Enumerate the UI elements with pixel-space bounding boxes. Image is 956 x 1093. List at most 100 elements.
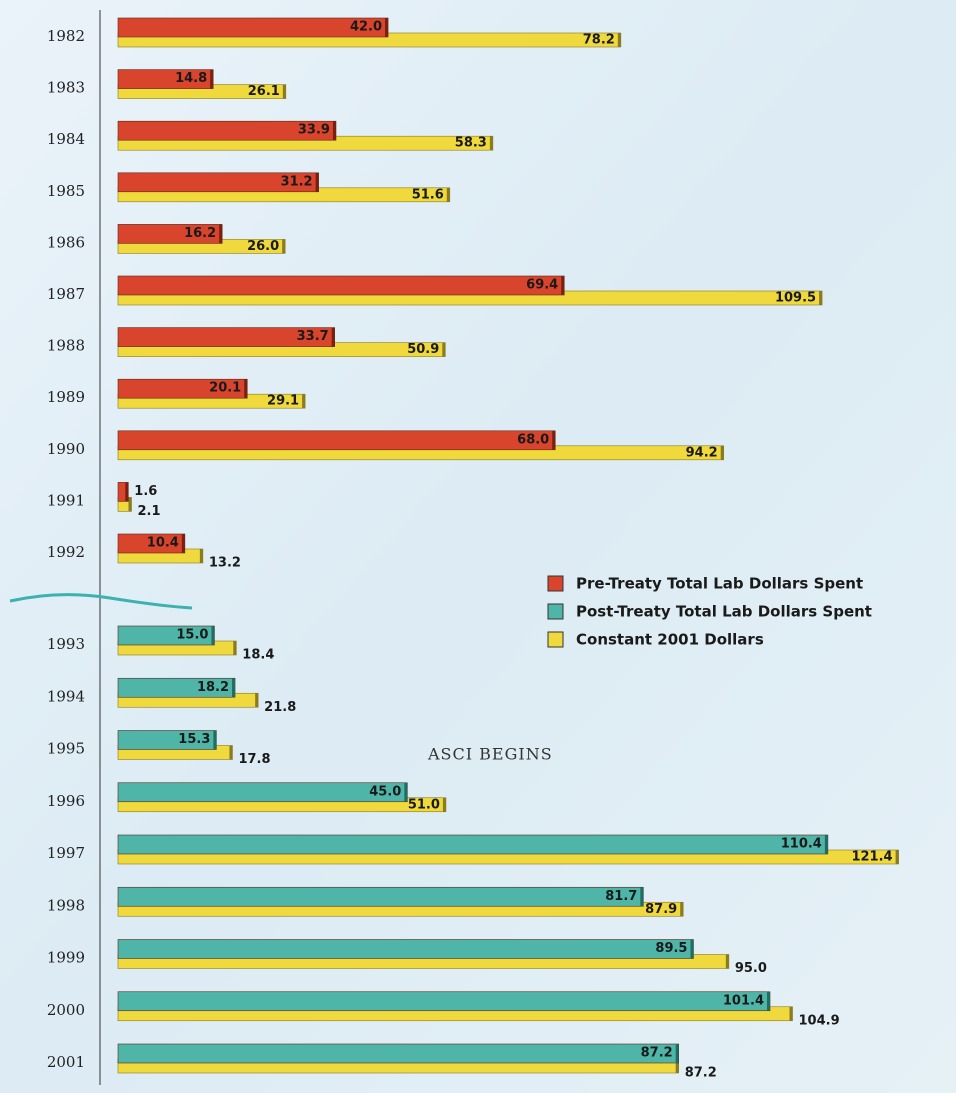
y-tick-label: 1998 [47,896,85,914]
legend-label: Pre-Treaty Total Lab Dollars Spent [576,575,863,593]
value-label: 51.0 [408,797,440,812]
bar-shadow [331,327,335,347]
value-label: 16.2 [184,226,216,241]
bar-shadow [315,172,319,192]
bar-shadow [219,224,223,244]
annotation: ASCI BEGINS [427,745,553,764]
bar [117,886,644,907]
value-label: 87.2 [641,1046,673,1061]
bar [117,17,389,38]
bar [117,533,186,554]
bar-shadow [213,730,217,750]
y-tick-label: 2001 [47,1053,85,1071]
bar-shadow [640,887,644,907]
value-label: 121.4 [851,850,892,865]
bar-shadow [211,626,215,645]
value-label: 94.2 [686,445,718,460]
value-label: 81.7 [605,889,637,904]
bar-shadow [680,902,684,917]
bar-shadow [385,18,389,37]
bar-shadow [725,954,729,969]
bar-shadow [442,797,446,812]
y-tick-label: 1988 [47,337,85,355]
bar-shadow [233,641,237,655]
legend-swatch [547,603,564,620]
y-tick-label: 1992 [47,543,85,561]
bar-shadow [446,187,450,202]
bar-shadow [255,693,259,708]
bar-shadow [282,239,286,254]
value-label: 29.1 [267,394,299,409]
bar-shadow [125,482,129,502]
value-label: 26.0 [247,239,279,254]
value-label: 58.3 [455,136,487,151]
bar-shadow [617,33,621,47]
y-tick-label: 1995 [47,740,85,758]
y-tick-label: 1997 [47,844,85,862]
value-label: 15.0 [176,628,208,643]
value-label: 95.0 [735,961,767,976]
bar-shadow [332,121,336,141]
value-label: 87.2 [685,1066,717,1081]
y-tick-label: 1987 [47,285,85,303]
value-label: 51.6 [412,187,444,202]
value-label: 13.2 [209,556,241,571]
y-tick-label: 1996 [47,792,85,810]
bar-shadow [675,1059,679,1073]
bar [117,834,829,855]
y-tick-label: 1991 [47,491,85,509]
value-label: 21.8 [264,700,296,715]
bar-shadow [489,136,493,151]
bar [117,939,694,959]
y-tick-label: 1993 [47,635,85,653]
value-label: 18.4 [242,648,274,663]
bar-shadow [244,379,248,399]
bar [117,1043,679,1064]
legend-label: Post-Treaty Total Lab Dollars Spent [576,603,872,621]
bar [117,430,556,451]
legend-label: Constant 2001 Dollars [576,631,764,649]
y-tick-label: 1994 [47,687,85,705]
value-label: 101.4 [723,993,764,1008]
y-tick-label: 1990 [47,440,85,458]
y-tick-label: 1982 [47,27,85,45]
bar-shadow [675,1044,679,1063]
value-label: 45.0 [369,784,401,799]
break-line [9,593,193,610]
value-label: 1.6 [134,484,157,499]
value-label: 31.2 [281,174,313,189]
value-label: 26.1 [248,84,280,99]
bar-shadow [895,850,899,864]
value-label: 50.9 [407,342,439,357]
value-label: 109.5 [775,291,816,306]
bar-shadow [210,69,214,89]
bar-shadow [404,782,408,802]
value-label: 14.8 [175,71,207,86]
value-label: 10.4 [147,536,179,551]
bar-shadow [442,342,446,357]
value-label: 104.9 [799,1013,840,1028]
value-label: 78.2 [583,33,615,48]
bar-shadow [561,276,565,295]
value-label: 89.5 [655,941,687,956]
legend-swatch [547,631,564,648]
legend-swatch [547,575,564,592]
bar [117,991,771,1012]
y-tick-label: 1983 [47,79,85,97]
bar [117,275,565,296]
bar-shadow [181,534,185,553]
y-tick-label: 1989 [47,388,85,406]
bar-shadow [789,1006,793,1021]
bar-shadow [302,394,306,409]
value-label: 33.7 [297,329,329,344]
bar-shadow [232,678,236,698]
y-tick-label: 2000 [47,1001,85,1019]
value-label: 2.1 [138,504,161,519]
bar-shadow [199,549,203,563]
bar-shadow [819,291,823,305]
value-label: 68.0 [517,432,549,447]
value-label: 110.4 [781,837,822,852]
value-label: 69.4 [526,278,558,293]
bar-shadow [128,497,132,512]
